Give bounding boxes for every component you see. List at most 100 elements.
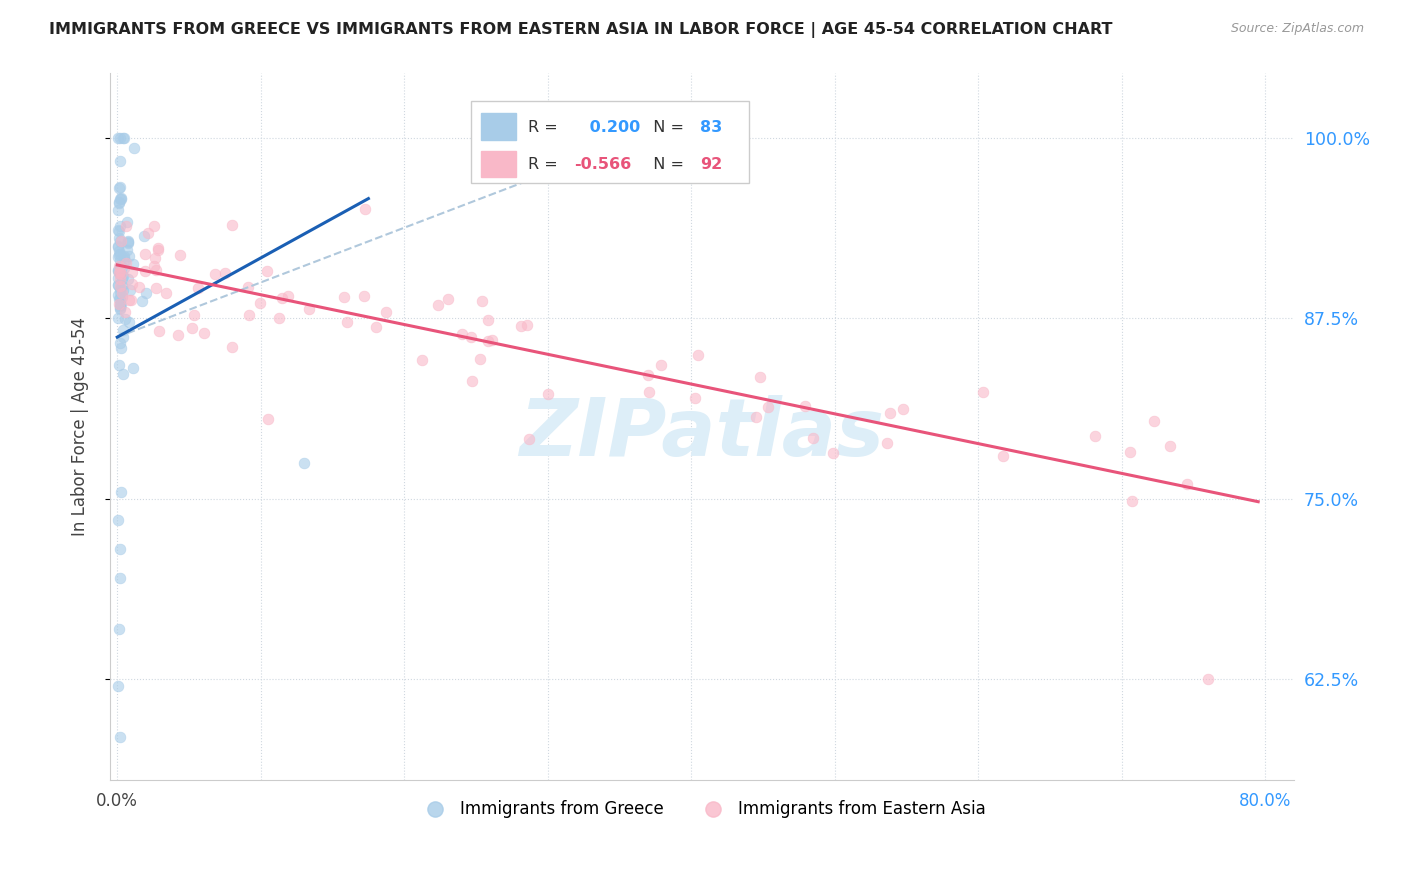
Legend: Immigrants from Greece, Immigrants from Eastern Asia: Immigrants from Greece, Immigrants from … [412,794,993,825]
Point [470,352,492,367]
Point [111,272,134,286]
Point [110,234,132,248]
Point [517,432,540,446]
Point [108,248,131,262]
Point [111,260,134,274]
FancyBboxPatch shape [481,113,516,140]
Point [108,267,131,281]
Point [169,248,191,262]
Point [110,282,132,296]
Text: N =: N = [643,120,689,135]
Point [108,224,131,238]
Point [298,301,321,316]
Point [249,295,271,310]
Point [1121,494,1143,508]
Point [107,262,129,277]
Text: R =: R = [529,157,562,172]
Point [114,311,136,326]
Point [108,131,131,145]
Point [650,358,672,372]
Point [110,484,132,499]
Point [107,287,129,301]
Point [134,247,156,261]
Point [117,235,139,249]
Point [131,294,153,309]
Point [110,730,132,744]
Point [118,249,141,263]
Point [803,431,825,445]
Point [411,352,433,367]
Text: N =: N = [643,157,689,172]
Point [110,341,132,355]
Point [460,374,482,388]
Point [108,292,131,306]
Point [637,384,659,399]
Point [108,302,131,317]
Point [749,369,772,384]
Point [108,179,131,194]
Point [108,279,131,293]
Point [143,219,166,233]
Point [108,299,131,313]
Point [637,368,659,383]
Point [876,435,898,450]
Point [107,195,129,210]
Point [353,202,375,216]
Point [135,286,157,301]
Point [142,260,165,274]
Point [111,131,134,145]
Point [107,223,129,237]
Point [204,267,226,281]
Point [114,219,136,233]
Point [112,268,135,283]
Point [115,244,138,258]
Point [107,358,129,372]
Point [117,215,139,229]
Point [108,291,131,305]
Point [238,280,260,294]
Point [108,153,131,168]
Point [121,265,143,279]
Point [107,259,129,273]
Point [110,335,132,350]
FancyBboxPatch shape [481,151,516,178]
Point [271,291,294,305]
Text: ZIPatlas: ZIPatlas [520,395,884,473]
Point [111,367,134,381]
Point [277,289,299,303]
Point [1197,672,1219,686]
Point [112,252,135,266]
Point [136,227,159,241]
Point [108,247,131,261]
Text: Source: ZipAtlas.com: Source: ZipAtlas.com [1230,22,1364,36]
Point [509,319,531,334]
Point [107,277,129,292]
Point [353,288,375,302]
Point [214,266,236,280]
Point [111,278,134,293]
Point [155,285,177,300]
Point [1175,477,1198,491]
Point [110,301,132,315]
Point [145,263,167,277]
Point [187,281,209,295]
Text: -0.566: -0.566 [574,157,631,172]
Point [121,277,143,291]
Point [471,293,494,308]
Point [117,235,139,250]
Point [110,191,132,205]
Point [451,326,474,341]
Point [1084,428,1107,442]
FancyBboxPatch shape [471,102,749,183]
Point [111,283,134,297]
Point [193,326,215,341]
Point [107,266,129,280]
Text: R =: R = [529,120,562,135]
Point [972,384,994,399]
Point [110,290,132,304]
Point [132,228,155,243]
Point [516,318,538,333]
Point [375,305,398,319]
Point [112,131,135,145]
Point [221,218,243,232]
